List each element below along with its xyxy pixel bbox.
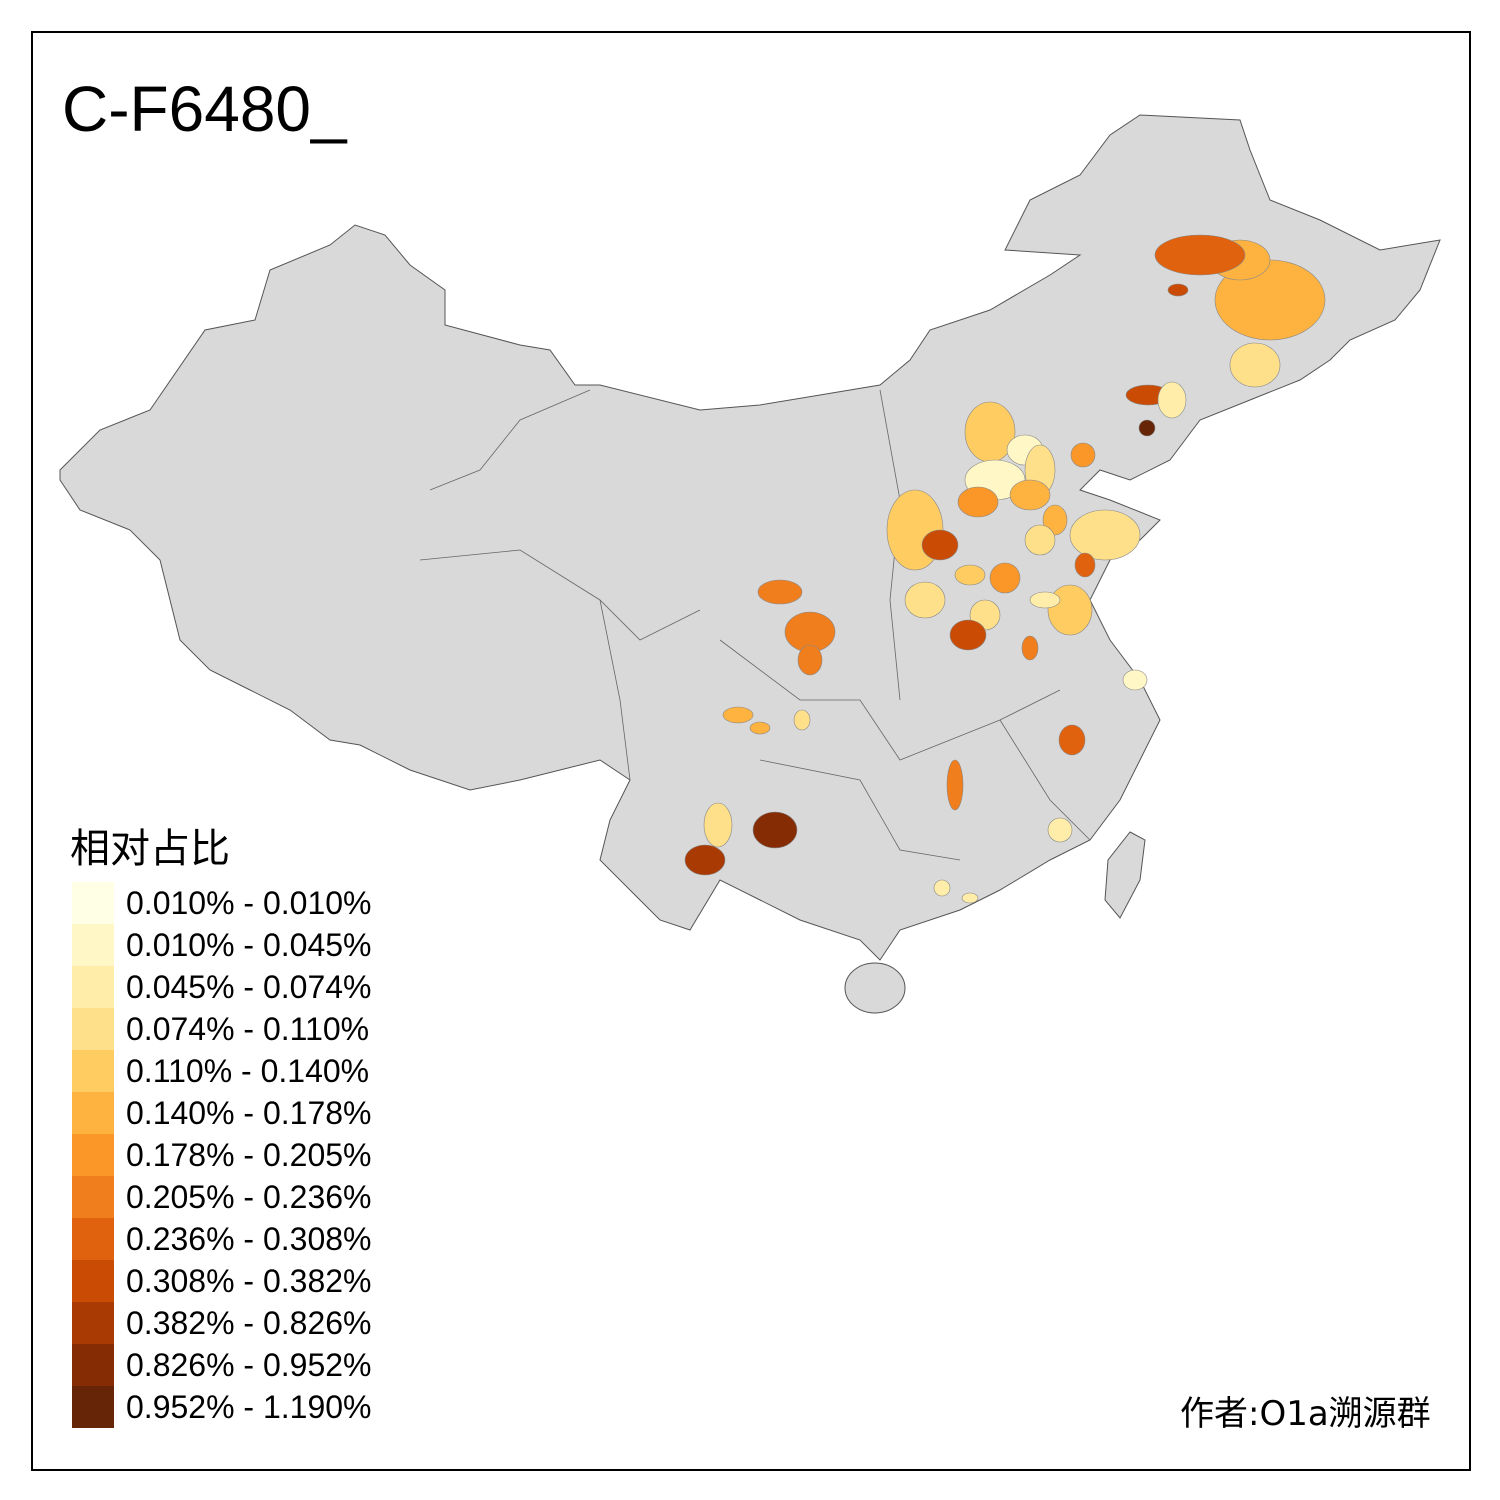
region-fill [954, 564, 986, 586]
region-fill [1029, 591, 1061, 609]
legend-item: 0.308% - 0.382% [72, 1260, 372, 1302]
region-fill [1070, 442, 1096, 468]
region-fill [1122, 669, 1148, 691]
legend-item: 0.110% - 0.140% [72, 1050, 372, 1092]
legend-label: 0.178% - 0.205% [126, 1136, 372, 1173]
region-fill [684, 844, 726, 876]
region-fill [1047, 584, 1093, 636]
plot-frame [31, 31, 1471, 1471]
legend-item: 0.205% - 0.236% [72, 1176, 372, 1218]
region-fill [1058, 724, 1086, 756]
region-fill [1069, 509, 1141, 561]
legend-swatch [72, 1218, 114, 1260]
legend-swatch [72, 1008, 114, 1050]
legend-item: 0.382% - 0.826% [72, 1302, 372, 1344]
region-fill [1154, 234, 1246, 276]
legend-label: 0.382% - 0.826% [126, 1304, 372, 1341]
region-fill [749, 721, 771, 735]
legend-swatch [72, 1260, 114, 1302]
region-fill [933, 879, 951, 897]
legend-label: 0.205% - 0.236% [126, 1178, 372, 1215]
legend-label: 0.826% - 0.952% [126, 1346, 372, 1383]
legend: 0.010% - 0.010% 0.010% - 0.045% 0.045% - 0… [72, 882, 372, 1428]
region-fill [1021, 635, 1039, 661]
legend-label: 0.308% - 0.382% [126, 1262, 372, 1299]
legend-swatch [72, 1050, 114, 1092]
region-fill [1024, 524, 1056, 556]
legend-label: 0.045% - 0.074% [126, 968, 372, 1005]
legend-swatch [72, 1302, 114, 1344]
region-fills [684, 234, 1326, 904]
legend-item: 0.045% - 0.074% [72, 966, 372, 1008]
region-fill [752, 811, 798, 849]
map-base [59, 114, 1441, 1014]
legend-swatch [72, 882, 114, 924]
legend-swatch [72, 1344, 114, 1386]
map-title: C-F6480_ [62, 73, 347, 145]
region-fill [989, 562, 1021, 594]
region-fill [1229, 342, 1281, 388]
legend-label: 0.110% - 0.140% [126, 1052, 370, 1089]
legend-item: 0.178% - 0.205% [72, 1134, 372, 1176]
legend-label: 0.952% - 1.190% [126, 1388, 372, 1425]
legend-swatch [72, 924, 114, 966]
region-fill [1157, 381, 1187, 419]
region-fill [946, 759, 964, 811]
legend-item: 0.236% - 0.308% [72, 1218, 372, 1260]
legend-title: 相对占比 [70, 826, 230, 872]
legend-swatch [72, 1092, 114, 1134]
legend-item: 0.074% - 0.110% [72, 1008, 372, 1050]
legend-item: 0.010% - 0.010% [72, 882, 372, 924]
legend-item: 0.140% - 0.178% [72, 1092, 372, 1134]
legend-swatch [72, 1134, 114, 1176]
region-fill [1167, 283, 1189, 297]
legend-item: 0.826% - 0.952% [72, 1344, 372, 1386]
region-fill [961, 892, 979, 904]
region-fill [1138, 419, 1156, 437]
legend-label: 0.236% - 0.308% [126, 1220, 372, 1257]
region-fill [757, 579, 803, 605]
region-fill [797, 644, 823, 676]
legend-label: 0.010% - 0.010% [126, 884, 372, 921]
legend-item: 0.952% - 1.190% [72, 1386, 372, 1428]
region-fill [1009, 479, 1051, 511]
legend-label: 0.074% - 0.110% [126, 1010, 370, 1047]
legend-swatch [72, 1176, 114, 1218]
region-fill [949, 619, 987, 651]
region-fill [1042, 504, 1068, 536]
region-fill [722, 706, 754, 724]
region-fill [793, 709, 811, 731]
region-fill [904, 581, 946, 619]
region-fill [703, 802, 733, 848]
region-fill [1047, 817, 1073, 843]
legend-swatch [72, 1386, 114, 1428]
hainan-island [844, 962, 906, 1014]
author-credit: 作者:O1a溯源群 [1180, 1394, 1431, 1434]
legend-item: 0.010% - 0.045% [72, 924, 372, 966]
legend-label: 0.010% - 0.045% [126, 926, 372, 963]
region-fill [1074, 552, 1096, 578]
legend-swatch [72, 966, 114, 1008]
region-fill [921, 529, 959, 561]
mainland-outline [59, 114, 1441, 961]
legend-label: 0.140% - 0.178% [126, 1094, 372, 1131]
taiwan-island [1104, 831, 1146, 919]
region-fill [957, 486, 999, 518]
